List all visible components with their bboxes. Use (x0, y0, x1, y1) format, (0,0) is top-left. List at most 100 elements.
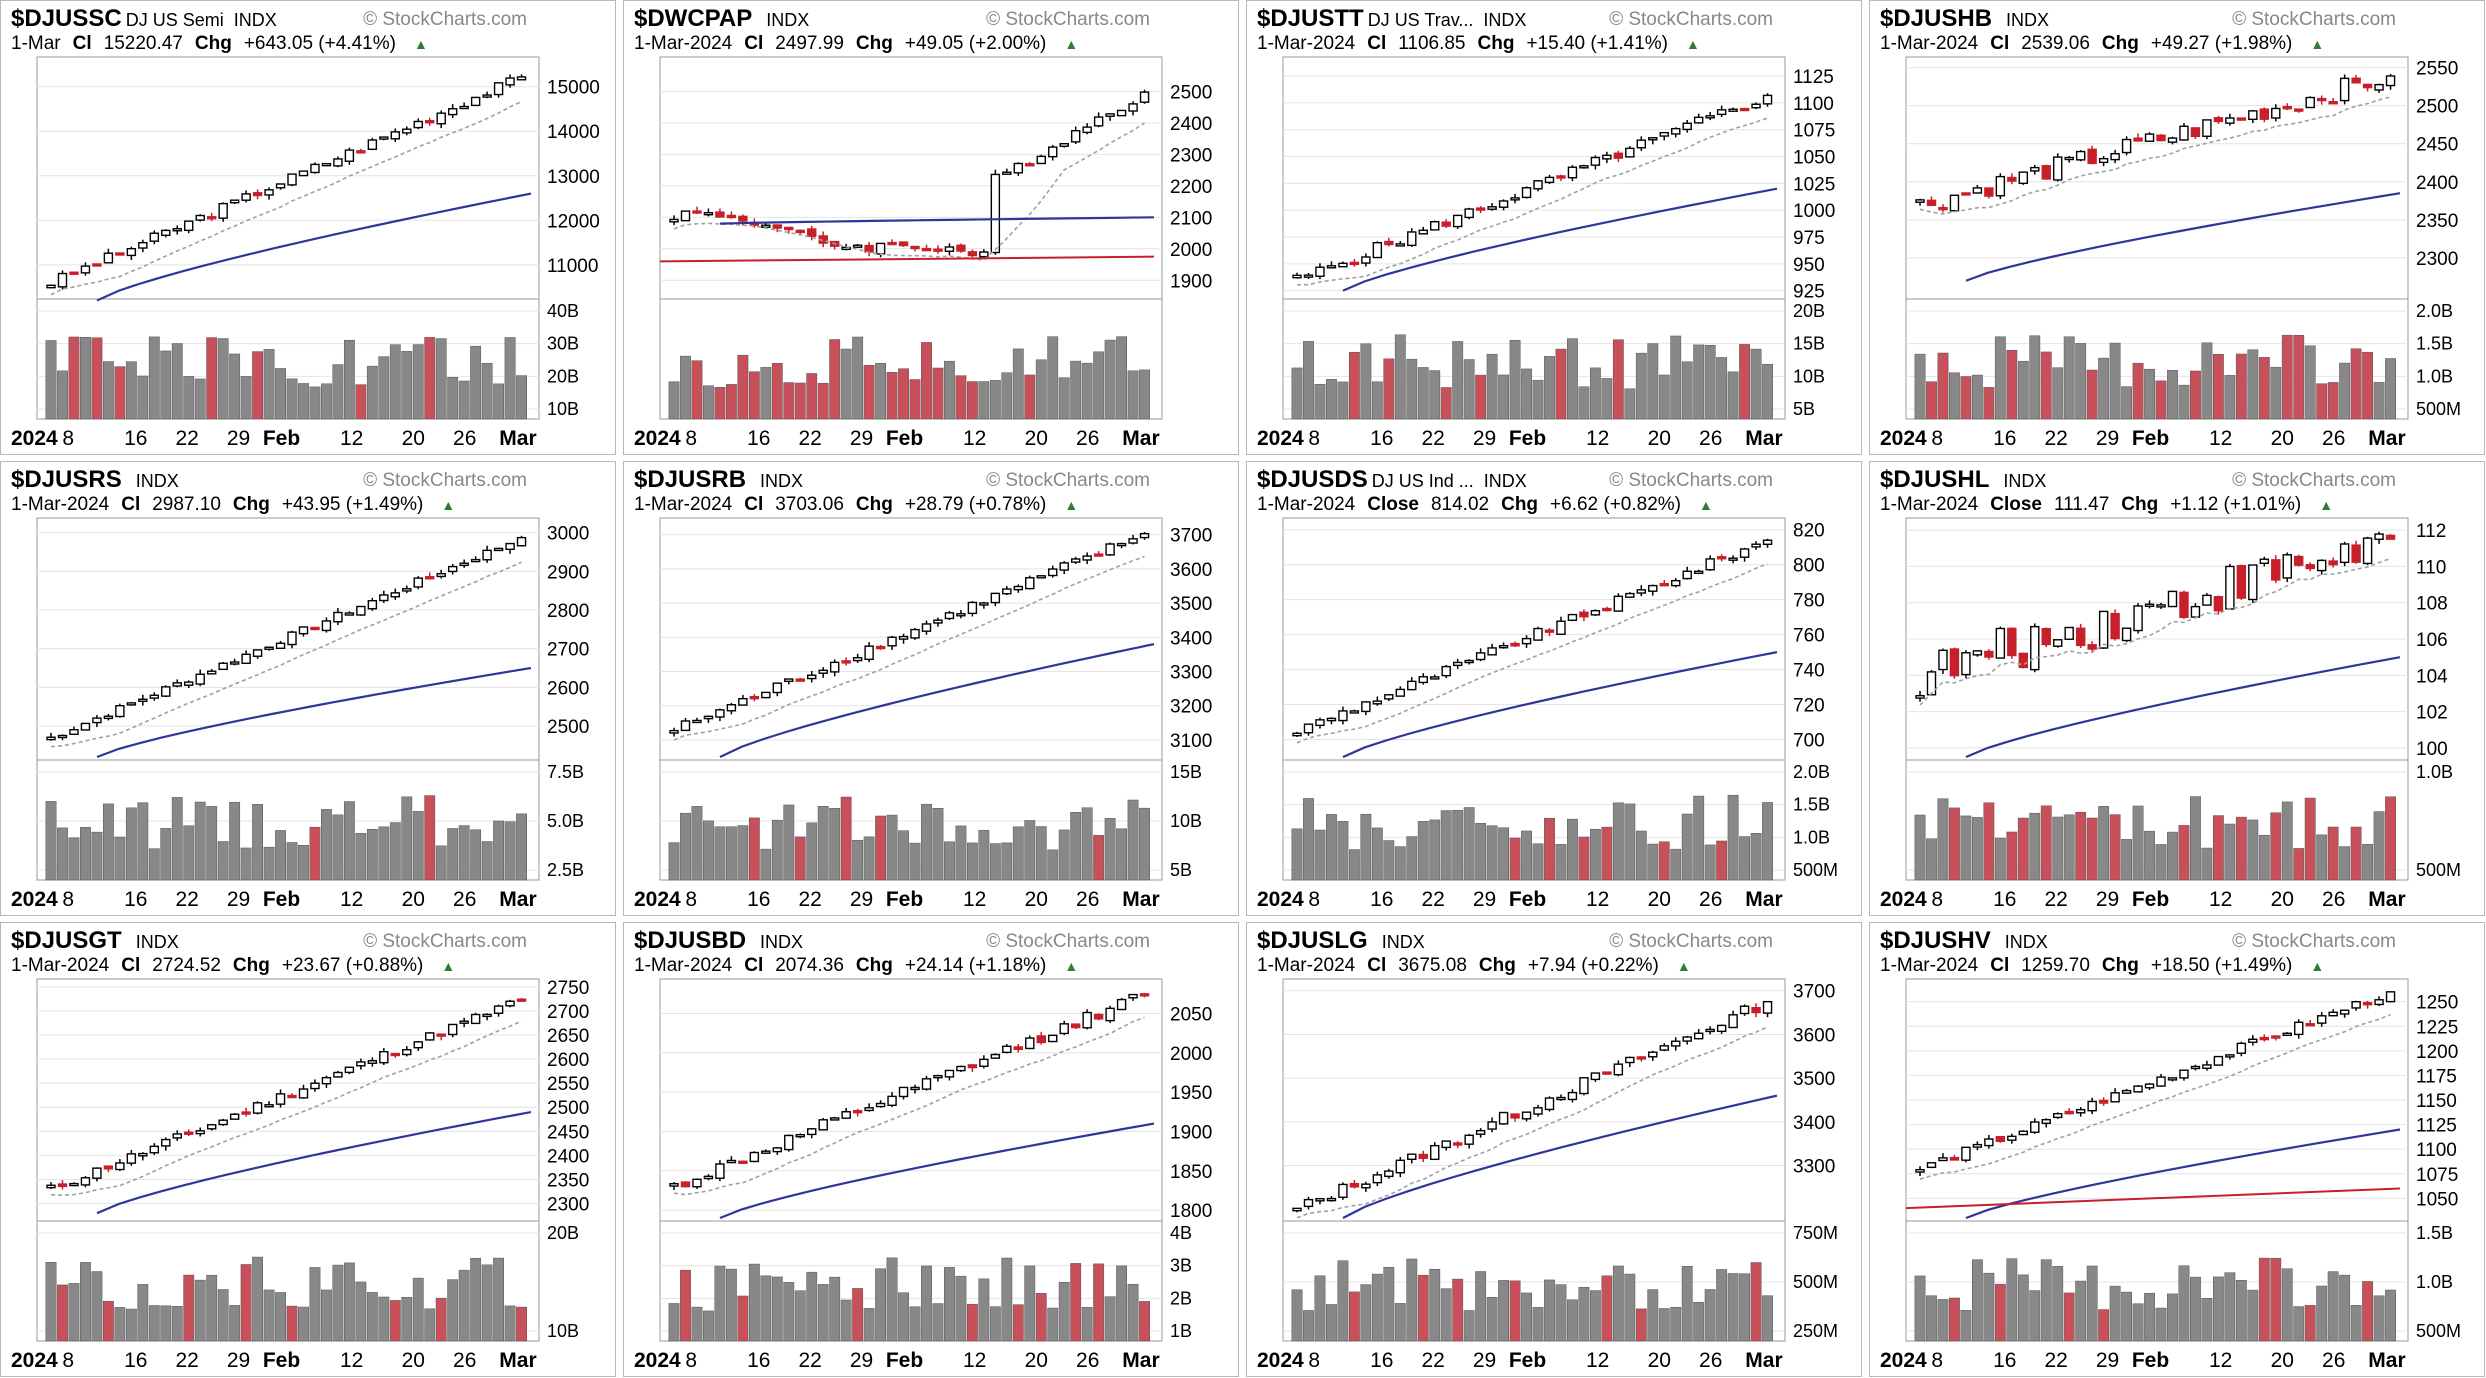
candle-body (898, 635, 909, 640)
chg-label: Chg (232, 494, 270, 515)
x-tick-label: 12 (2209, 1349, 2232, 1372)
volume-bar (68, 837, 80, 881)
volume-bar (1601, 378, 1613, 420)
chg-label: Chg (2121, 494, 2159, 515)
price-chart: 2500 2600 2700 2800 2900 3000 7.5B 5.0B 2.5B 2024… (11, 517, 589, 911)
volume-bar (2258, 834, 2270, 881)
candle-body (172, 1133, 182, 1139)
brand-watermark: © StockCharts.com (1609, 9, 1773, 30)
volume-bar (516, 1306, 527, 1342)
volume-bar (2017, 360, 2029, 420)
volume-bar (355, 1281, 367, 1342)
volume-bar (1291, 1289, 1303, 1342)
candle-body (1972, 187, 1983, 194)
candle-body (218, 1119, 228, 1126)
candle-body (459, 1020, 469, 1024)
candle-body (2339, 77, 2350, 102)
x-tick-label: 22 (798, 427, 821, 450)
up-triangle-icon: ▲ (1064, 958, 1079, 974)
volume-bar (1081, 362, 1093, 420)
volume-bars (668, 336, 1150, 420)
close-value: 2497.99 (775, 33, 844, 54)
candle-body (1659, 131, 1669, 137)
candle-body (1395, 243, 1406, 247)
y-tick-label: 2550 (547, 1074, 589, 1095)
symbol-label: $DJUSDS DJ US Ind ... INDX (1257, 466, 1527, 494)
candle-body (425, 1032, 435, 1041)
candle-body (1567, 166, 1578, 179)
x-tick-label: 22 (2044, 888, 2067, 911)
volume-bar (1463, 807, 1475, 881)
volume-bar (1567, 818, 1578, 881)
volume-bar (2350, 1305, 2362, 1342)
volume-bar (1739, 1273, 1751, 1342)
volume-bar (435, 338, 447, 420)
candle-body (1372, 242, 1383, 259)
close-label: Cl (72, 33, 92, 54)
volume-bar (1116, 828, 1128, 881)
volume-bar (1739, 836, 1751, 881)
indx-label: INDX (760, 932, 804, 952)
chg-value: +15.40 (+1.41%) (1526, 33, 1668, 54)
volume-bar (298, 383, 309, 420)
volume-bar (217, 841, 229, 881)
candle-body (459, 105, 469, 110)
candle-body (1338, 710, 1348, 722)
candle-body (680, 210, 691, 222)
volume-bar (401, 351, 413, 420)
candle-body (1972, 1143, 1983, 1148)
volume-bar (1521, 830, 1532, 881)
close-value: 3675.08 (1398, 955, 1467, 976)
x-tick-label: 22 (1421, 427, 1444, 450)
candle-body (829, 1117, 840, 1121)
candles (46, 998, 527, 1190)
volume-bar (1544, 356, 1555, 420)
volume-bar (1337, 821, 1349, 881)
candle-body (1025, 163, 1035, 167)
vol-tick-label: 500M (1793, 860, 1838, 880)
quote-line: 1-Mar-2024 Cl 3703.06 Chg +28.79 (+0.78%) ▲ (634, 494, 1078, 516)
x-tick-label: 8 (685, 427, 697, 450)
y-tick-label: 2700 (547, 1002, 589, 1023)
x-tick-label: Mar (1745, 888, 1782, 911)
vol-tick-label: 1.0B (2416, 1272, 2453, 1292)
candle-body (1441, 665, 1451, 677)
volume-bar (1498, 827, 1510, 881)
volume-bar (160, 828, 172, 881)
x-tick-label: 8 (1308, 427, 1320, 450)
candle-body (2374, 83, 2384, 91)
volume-bar (1383, 358, 1395, 420)
candle-body (1751, 543, 1761, 548)
volume-bar (2086, 817, 2098, 881)
candle-body (1384, 1170, 1394, 1178)
x-tick-label: 22 (175, 427, 198, 450)
candle-body (761, 1150, 771, 1154)
candle-body (1070, 558, 1081, 563)
volume-bar (424, 795, 436, 881)
volume-bar (2006, 1258, 2018, 1342)
volume-bar (703, 1310, 714, 1342)
volume-bar (771, 1276, 783, 1342)
x-tick-label: 26 (1699, 888, 1722, 911)
volume-bar (1024, 820, 1036, 881)
x-tick-label: 20 (1648, 888, 1671, 911)
candle-body (1326, 1197, 1337, 1202)
volume-bar (1971, 374, 1983, 420)
candle-body (2064, 626, 2074, 640)
symbol-text: $DJUSSC (11, 5, 122, 32)
candle-body (692, 210, 702, 214)
candles (1292, 93, 1773, 280)
volume-bar (748, 817, 760, 881)
candle-body (310, 1082, 320, 1090)
candle-body (1025, 1037, 1035, 1050)
close-label: Cl (1367, 955, 1387, 976)
volume-bar (1047, 336, 1059, 420)
candle-body (470, 558, 481, 563)
candle-body (149, 1145, 160, 1154)
candle-body (1602, 1071, 1612, 1075)
candle-body (1705, 1028, 1715, 1033)
volume-bar (1001, 372, 1013, 420)
volume-bar (1024, 374, 1036, 420)
candle-body (2018, 1130, 2029, 1136)
